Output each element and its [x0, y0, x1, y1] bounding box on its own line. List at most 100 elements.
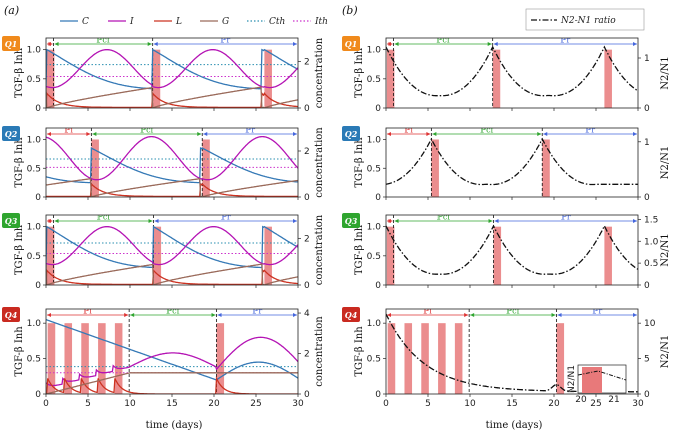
treatment-bar [47, 323, 56, 394]
legend-label-I: I [129, 17, 134, 27]
treatment-bar [556, 323, 565, 394]
arrow-head [633, 219, 637, 223]
quadrant-label: Q2 [5, 129, 18, 139]
y2-tick-label: 0.5 [644, 259, 658, 269]
axes-frame [45, 127, 299, 198]
curve-I [46, 135, 298, 181]
arrow-head [551, 313, 556, 317]
plot-area: ℙi ℙcf ℙr [386, 126, 638, 197]
arrow-head [293, 313, 297, 317]
curve-ratio [386, 137, 638, 186]
arrow-head [147, 42, 152, 46]
x-tick-label: 20 [548, 399, 560, 409]
curve-ratio [386, 224, 638, 275]
period-label-Pi: ℙi [423, 307, 432, 316]
treatment-bar [98, 323, 106, 394]
inset-xtick: 21 [608, 395, 619, 405]
curve-G [46, 263, 298, 285]
y2-tick-label: 1.5 [644, 215, 658, 225]
treatment-bar [438, 323, 446, 394]
y-axis-label: TGF-β Inh [354, 137, 365, 188]
plot-a-Q3: ℙcf ℙr 0 0.5 1.0 0 2 TGF-β Inh concentration Q3 [2, 213, 325, 291]
arrow-head [293, 42, 297, 46]
arrow-head [487, 42, 492, 46]
period-label-Pcf: ℙcf [97, 213, 111, 222]
inset-ylabel: N2/N1 [567, 365, 577, 393]
arrow-head [557, 313, 562, 317]
treatment-bar [386, 226, 395, 285]
x-tick-label: 25 [250, 399, 261, 409]
y2-tick-label: 2 [304, 350, 310, 360]
y-tick-label: 1.0 [27, 223, 42, 233]
treatment-bar [153, 226, 162, 285]
period-label-Pcf: ℙcf [437, 213, 451, 222]
treatment-bar [493, 226, 502, 285]
y2-tick-label: 0 [644, 193, 650, 203]
y-tick-label: 0 [35, 390, 41, 400]
x-tick-label: 20 [208, 399, 220, 409]
treatment-bar [46, 226, 55, 285]
treatment-bar [404, 323, 413, 394]
plot-b-Q1: ℙcf ℙr 0 0.5 1.0 0 1 TGF-β Inh N2/N1 Q1 [342, 36, 671, 114]
arrow-head [633, 132, 637, 136]
arrow-head [633, 313, 637, 317]
quadrant-badge [2, 307, 20, 322]
arrow-head [387, 313, 391, 317]
y2-tick-label: 0 [644, 281, 650, 291]
treatment-bar [216, 323, 225, 394]
arrow-head [124, 313, 129, 317]
y-axis-label: TGF-β Inh [354, 47, 365, 98]
y2-axis-label: concentration [314, 214, 325, 285]
treatment-bar [64, 323, 73, 394]
period-label-Pcf: ℙcf [96, 36, 110, 45]
y2-axis-label: concentration [314, 316, 325, 387]
y2-tick-label: 0 [304, 281, 310, 291]
y-axis-label: TGF-β Inh [14, 137, 25, 188]
plot-area: ℙcf ℙr [46, 36, 298, 108]
y2-axis-label: concentration [314, 37, 325, 108]
axes-frame [385, 127, 639, 198]
y-tick-label: 0.5 [27, 164, 41, 174]
period-label-Pcf: ℙcf [506, 307, 520, 316]
period-label-Pcf: ℙcf [436, 36, 450, 45]
arrow-head [211, 313, 216, 317]
period-label-Pi: ℙi [64, 126, 73, 135]
plot-area: ℙi ℙcf ℙr [46, 126, 298, 197]
arrow-head [543, 132, 548, 136]
y-tick-label: 1.0 [367, 136, 382, 146]
quadrant-label: Q1 [5, 39, 18, 49]
arrow-head [494, 219, 499, 223]
y-tick-label: 0.5 [27, 75, 41, 85]
x-tick-label: 30 [632, 399, 644, 409]
y-tick-label: 1.0 [367, 223, 382, 233]
quadrant-badge [2, 213, 20, 228]
arrow-head [153, 42, 158, 46]
period-label-Pcf: ℙcf [480, 126, 494, 135]
legend-a: C I L G Cth Ith [60, 17, 328, 27]
arrow-head [633, 42, 637, 46]
plot-a-Q4: ℙi ℙcf ℙr 0 0.5 1.0 0 2 4 0 5 10 15 20 25 30 TGF-β Inh co… [2, 307, 325, 409]
plot-area: ℙcf ℙr [386, 213, 638, 285]
y2-tick-label: 0 [304, 390, 310, 400]
legend-box [525, 8, 645, 31]
curve-C [46, 318, 298, 381]
axes-frame [385, 37, 639, 109]
x-axis-label-b: time (days) [486, 420, 543, 431]
y-tick-label: 0 [35, 104, 41, 114]
axes-frame [45, 214, 299, 286]
period-label-Pcf: ℙcf [166, 307, 180, 316]
treatment-bar [604, 49, 612, 108]
y-axis-label: TGF-β Inh [354, 224, 365, 275]
inset-xtick: 20 [575, 395, 587, 405]
plot-a-Q1: ℙcf ℙr 0 0.5 1.0 0 2 TGF-β Inh concentration Q1 [2, 36, 325, 114]
y-axis-label: TGF-β Inh [14, 326, 25, 377]
quadrant-label: Q3 [345, 216, 358, 226]
arrow-head [432, 132, 437, 136]
quadrant-badge [342, 126, 360, 141]
axes-frame [45, 37, 299, 109]
y-tick-label: 0 [375, 193, 381, 203]
arrow-head [86, 132, 91, 136]
curve-C [46, 48, 298, 90]
arrow-head [388, 219, 393, 223]
